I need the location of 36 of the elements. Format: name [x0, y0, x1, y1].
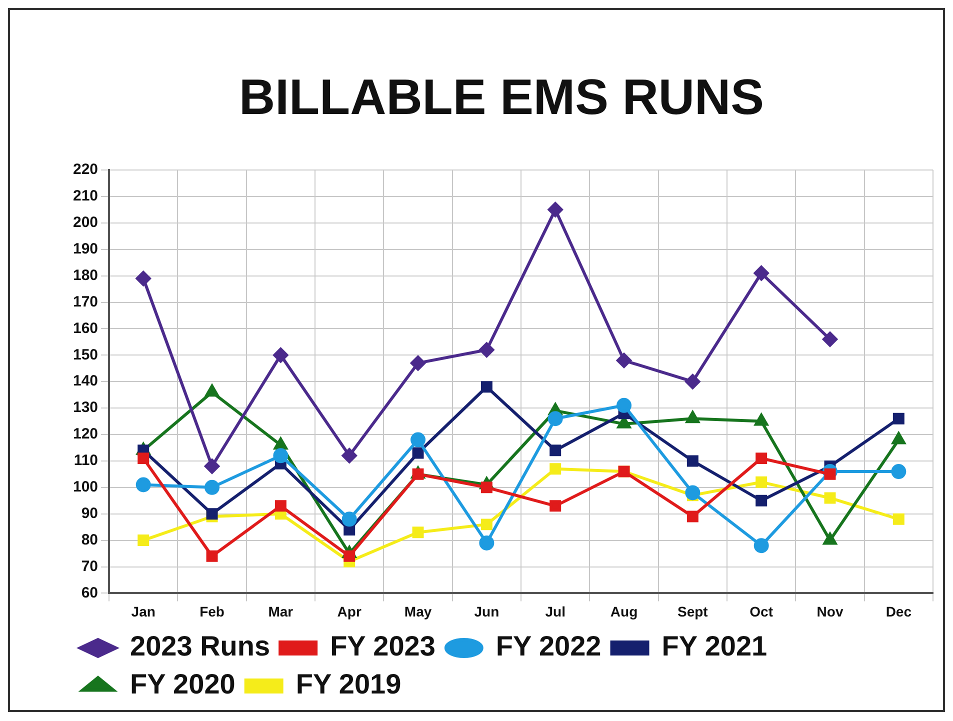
x-tick-label: Aug	[610, 603, 638, 620]
y-tick-label: 90	[81, 504, 98, 522]
x-tick-label: Dec	[886, 603, 912, 620]
x-tick-label: Nov	[816, 603, 844, 620]
y-tick-label: 80	[81, 531, 98, 548]
x-tick-label: Sept	[678, 603, 708, 620]
y-tick-label: 60	[81, 584, 98, 602]
legend-label: FY 2020	[130, 668, 236, 700]
legend-label: FY 2023	[330, 630, 436, 662]
x-tick-label: Feb	[200, 603, 224, 620]
legend-label: FY 2022	[496, 630, 602, 662]
y-tick-label: 110	[74, 452, 98, 470]
legend-label: FY 2019	[296, 668, 402, 700]
legend-label: 2023 Runs	[130, 630, 270, 662]
legend-label: FY 2021	[662, 630, 768, 662]
y-tick-label: 140	[72, 372, 98, 390]
y-tick-label: 160	[72, 320, 98, 337]
x-tick-label: Mar	[268, 603, 294, 620]
y-tick-label: 170	[72, 293, 98, 310]
y-tick-label: 190	[72, 240, 98, 258]
x-tick-label: Jun	[474, 603, 500, 620]
y-tick-label: 70	[81, 558, 98, 575]
y-tick-label: 180	[72, 266, 98, 284]
x-tick-label: May	[404, 603, 432, 620]
x-tick-label: Jul	[545, 603, 566, 620]
x-tick-label: Apr	[337, 603, 362, 620]
y-tick-label: 120	[72, 426, 98, 443]
x-tick-label: Oct	[750, 603, 774, 620]
y-tick-label: 210	[72, 188, 98, 205]
y-tick-label: 150	[72, 346, 98, 364]
y-tick-label: 100	[72, 478, 98, 496]
y-tick-label: 220	[72, 161, 98, 178]
y-tick-label: 200	[72, 214, 98, 232]
x-tick-label: Jan	[131, 603, 156, 620]
chart-title: BILLABLE EMS RUNS	[239, 68, 764, 125]
y-tick-label: 130	[72, 399, 98, 416]
